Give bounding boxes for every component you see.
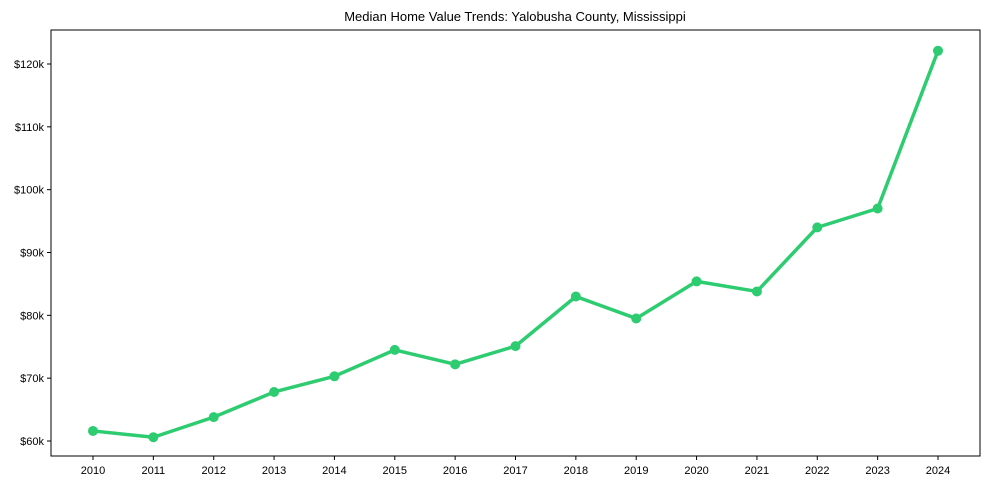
- data-point: [88, 425, 98, 436]
- data-point: [450, 359, 461, 370]
- y-tick-label: $110k: [15, 122, 45, 134]
- x-tick-label: 2018: [564, 465, 588, 477]
- x-tick-label: 2017: [503, 465, 527, 477]
- y-axis: $60k $70k $80k $90k $100k $110k $120k: [14, 59, 51, 448]
- x-tick-label: 2024: [926, 465, 950, 477]
- chart-title: Median Home Value Trends: Yalobusha Coun…: [344, 9, 686, 24]
- data-point: [872, 203, 883, 214]
- data-point: [269, 386, 280, 397]
- data-point: [691, 276, 702, 287]
- data-line: [92, 50, 940, 439]
- x-tick-label: 2021: [745, 465, 769, 477]
- y-tick-label: $80k: [20, 310, 44, 322]
- x-tick-label: 2010: [81, 465, 105, 477]
- data-point: [933, 45, 943, 56]
- data-point: [148, 432, 159, 443]
- data-point: [329, 371, 340, 382]
- x-tick-label: 2011: [142, 465, 166, 477]
- x-tick-label: 2016: [443, 465, 467, 477]
- axes-frame: [50, 29, 981, 457]
- x-tick-label: 2019: [624, 465, 648, 477]
- y-tick-label: $90k: [20, 248, 44, 260]
- x-tick-label: 2013: [262, 465, 286, 477]
- x-tick-label: 2020: [684, 465, 708, 477]
- data-point: [631, 313, 642, 324]
- y-tick-label: $70k: [20, 373, 44, 385]
- plot-area: [88, 45, 943, 443]
- x-tick-label: 2022: [805, 465, 829, 477]
- data-point: [510, 341, 521, 352]
- x-tick-label: 2023: [865, 465, 889, 477]
- x-tick-label: 2015: [383, 465, 407, 477]
- y-tick-label: $100k: [14, 185, 44, 197]
- data-point: [389, 344, 400, 355]
- data-point: [812, 222, 823, 233]
- data-point: [570, 291, 581, 302]
- y-tick-label: $60k: [20, 436, 44, 448]
- y-tick-label: $120k: [14, 59, 44, 71]
- x-tick-label: 2014: [322, 465, 346, 477]
- x-tick-label: 2012: [201, 465, 225, 477]
- x-axis: 2010 2011 2012 2013 2014 2015 2016 2017 2018 2019…: [81, 456, 950, 477]
- data-point: [751, 286, 762, 297]
- data-point: [208, 412, 219, 423]
